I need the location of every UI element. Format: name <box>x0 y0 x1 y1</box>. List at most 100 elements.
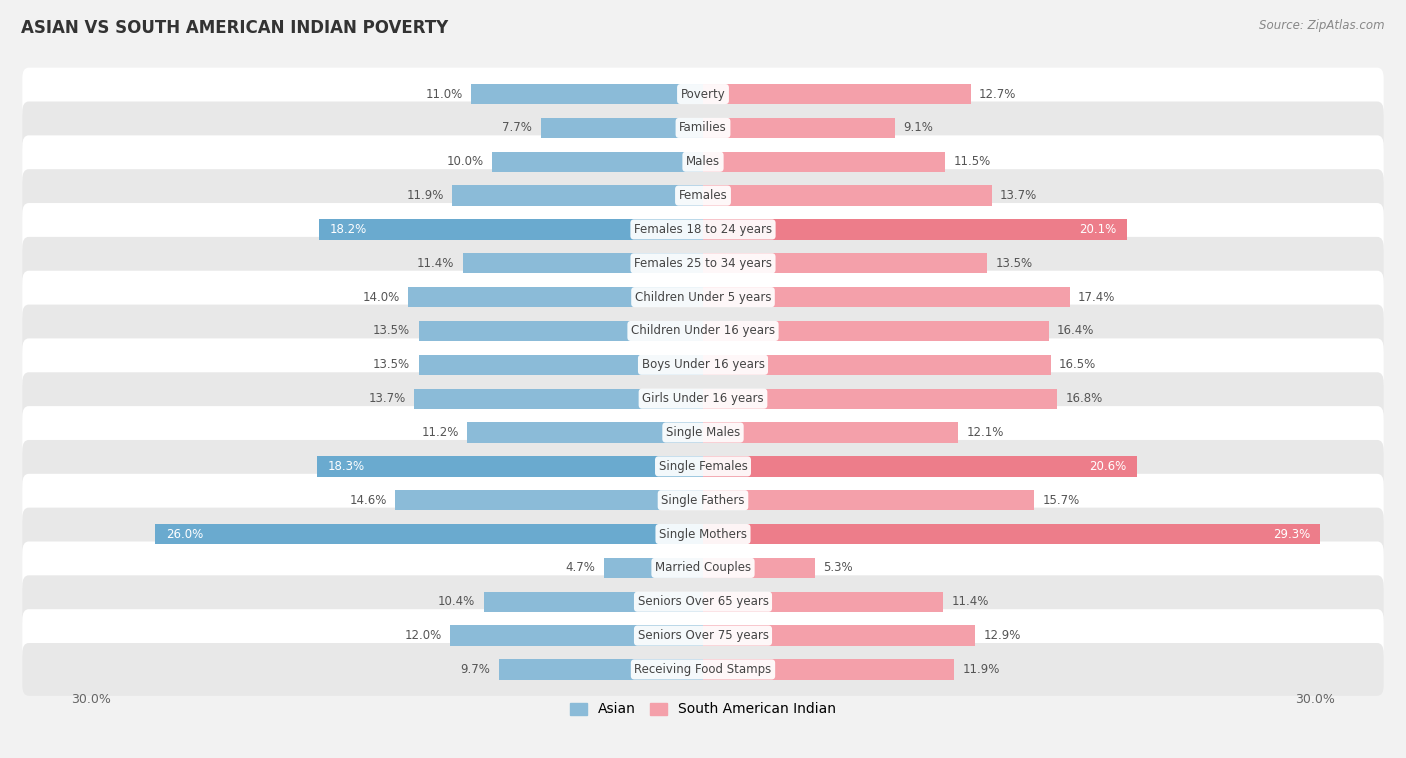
Bar <box>703 186 991 205</box>
Text: Single Males: Single Males <box>666 426 740 439</box>
Bar <box>408 287 703 307</box>
FancyBboxPatch shape <box>22 508 1384 560</box>
Text: 17.4%: 17.4% <box>1078 290 1115 304</box>
Text: 30.0%: 30.0% <box>1295 693 1336 706</box>
Bar <box>703 524 1320 544</box>
Bar <box>541 117 703 138</box>
FancyBboxPatch shape <box>22 203 1384 256</box>
Bar <box>703 219 1126 240</box>
Bar <box>703 591 943 612</box>
Bar <box>703 490 1033 510</box>
Bar <box>319 219 703 240</box>
Bar <box>318 456 703 477</box>
Text: Children Under 16 years: Children Under 16 years <box>631 324 775 337</box>
FancyBboxPatch shape <box>22 372 1384 425</box>
Text: 10.4%: 10.4% <box>439 595 475 608</box>
Text: 20.1%: 20.1% <box>1078 223 1116 236</box>
Bar <box>703 389 1057 409</box>
Text: 12.9%: 12.9% <box>983 629 1021 642</box>
Bar <box>415 389 703 409</box>
Bar <box>492 152 703 172</box>
Bar <box>703 456 1137 477</box>
Text: 14.6%: 14.6% <box>350 493 387 506</box>
Bar <box>703 287 1070 307</box>
Text: 11.9%: 11.9% <box>962 663 1000 676</box>
Bar <box>703 422 957 443</box>
Bar <box>703 152 945 172</box>
FancyBboxPatch shape <box>22 237 1384 290</box>
Text: 18.3%: 18.3% <box>328 460 366 473</box>
Text: 11.9%: 11.9% <box>406 189 444 202</box>
FancyBboxPatch shape <box>22 575 1384 628</box>
Text: Girls Under 16 years: Girls Under 16 years <box>643 392 763 406</box>
FancyBboxPatch shape <box>22 338 1384 391</box>
Text: Single Mothers: Single Mothers <box>659 528 747 540</box>
Bar <box>419 321 703 341</box>
Text: 16.8%: 16.8% <box>1066 392 1102 406</box>
Text: 14.0%: 14.0% <box>363 290 399 304</box>
Bar <box>395 490 703 510</box>
FancyBboxPatch shape <box>22 102 1384 155</box>
FancyBboxPatch shape <box>22 541 1384 594</box>
Text: 15.7%: 15.7% <box>1042 493 1080 506</box>
Text: Single Females: Single Females <box>658 460 748 473</box>
FancyBboxPatch shape <box>22 136 1384 188</box>
Text: 10.0%: 10.0% <box>447 155 484 168</box>
FancyBboxPatch shape <box>22 406 1384 459</box>
Text: 30.0%: 30.0% <box>70 693 111 706</box>
FancyBboxPatch shape <box>22 271 1384 324</box>
Text: Seniors Over 75 years: Seniors Over 75 years <box>637 629 769 642</box>
Bar <box>703 659 953 680</box>
Text: 12.0%: 12.0% <box>405 629 441 642</box>
FancyBboxPatch shape <box>22 440 1384 493</box>
Bar <box>703 253 987 274</box>
Bar <box>703 84 970 104</box>
Bar <box>471 84 703 104</box>
Bar <box>703 321 1049 341</box>
Text: 16.5%: 16.5% <box>1059 359 1097 371</box>
Text: 13.5%: 13.5% <box>995 257 1033 270</box>
Bar <box>484 591 703 612</box>
Bar <box>453 186 703 205</box>
Text: 13.7%: 13.7% <box>368 392 406 406</box>
Bar <box>419 355 703 375</box>
Text: 5.3%: 5.3% <box>823 562 852 575</box>
Text: 26.0%: 26.0% <box>166 528 202 540</box>
Text: 18.2%: 18.2% <box>330 223 367 236</box>
Bar <box>703 117 894 138</box>
Text: 29.3%: 29.3% <box>1272 528 1310 540</box>
FancyBboxPatch shape <box>22 169 1384 222</box>
Text: Families: Families <box>679 121 727 134</box>
Text: 7.7%: 7.7% <box>502 121 533 134</box>
Bar <box>703 355 1050 375</box>
Text: 20.6%: 20.6% <box>1090 460 1126 473</box>
Text: Receiving Food Stamps: Receiving Food Stamps <box>634 663 772 676</box>
Bar <box>499 659 703 680</box>
Text: 11.4%: 11.4% <box>952 595 988 608</box>
Text: 16.4%: 16.4% <box>1057 324 1094 337</box>
Legend: Asian, South American Indian: Asian, South American Indian <box>565 697 841 722</box>
Text: 9.1%: 9.1% <box>903 121 934 134</box>
Text: Females 25 to 34 years: Females 25 to 34 years <box>634 257 772 270</box>
Bar <box>463 253 703 274</box>
Text: 9.7%: 9.7% <box>460 663 491 676</box>
Text: 12.1%: 12.1% <box>966 426 1004 439</box>
Text: Married Couples: Married Couples <box>655 562 751 575</box>
Text: 11.0%: 11.0% <box>426 88 463 101</box>
Text: Seniors Over 65 years: Seniors Over 65 years <box>637 595 769 608</box>
Text: ASIAN VS SOUTH AMERICAN INDIAN POVERTY: ASIAN VS SOUTH AMERICAN INDIAN POVERTY <box>21 19 449 37</box>
Text: Boys Under 16 years: Boys Under 16 years <box>641 359 765 371</box>
FancyBboxPatch shape <box>22 474 1384 527</box>
Text: 12.7%: 12.7% <box>979 88 1017 101</box>
Text: Children Under 5 years: Children Under 5 years <box>634 290 772 304</box>
FancyBboxPatch shape <box>22 305 1384 357</box>
Bar <box>703 625 974 646</box>
FancyBboxPatch shape <box>22 609 1384 662</box>
Text: Poverty: Poverty <box>681 88 725 101</box>
Text: 11.5%: 11.5% <box>953 155 991 168</box>
Text: Females 18 to 24 years: Females 18 to 24 years <box>634 223 772 236</box>
Text: 13.7%: 13.7% <box>1000 189 1038 202</box>
Text: 11.2%: 11.2% <box>422 426 458 439</box>
FancyBboxPatch shape <box>22 67 1384 121</box>
Bar <box>467 422 703 443</box>
